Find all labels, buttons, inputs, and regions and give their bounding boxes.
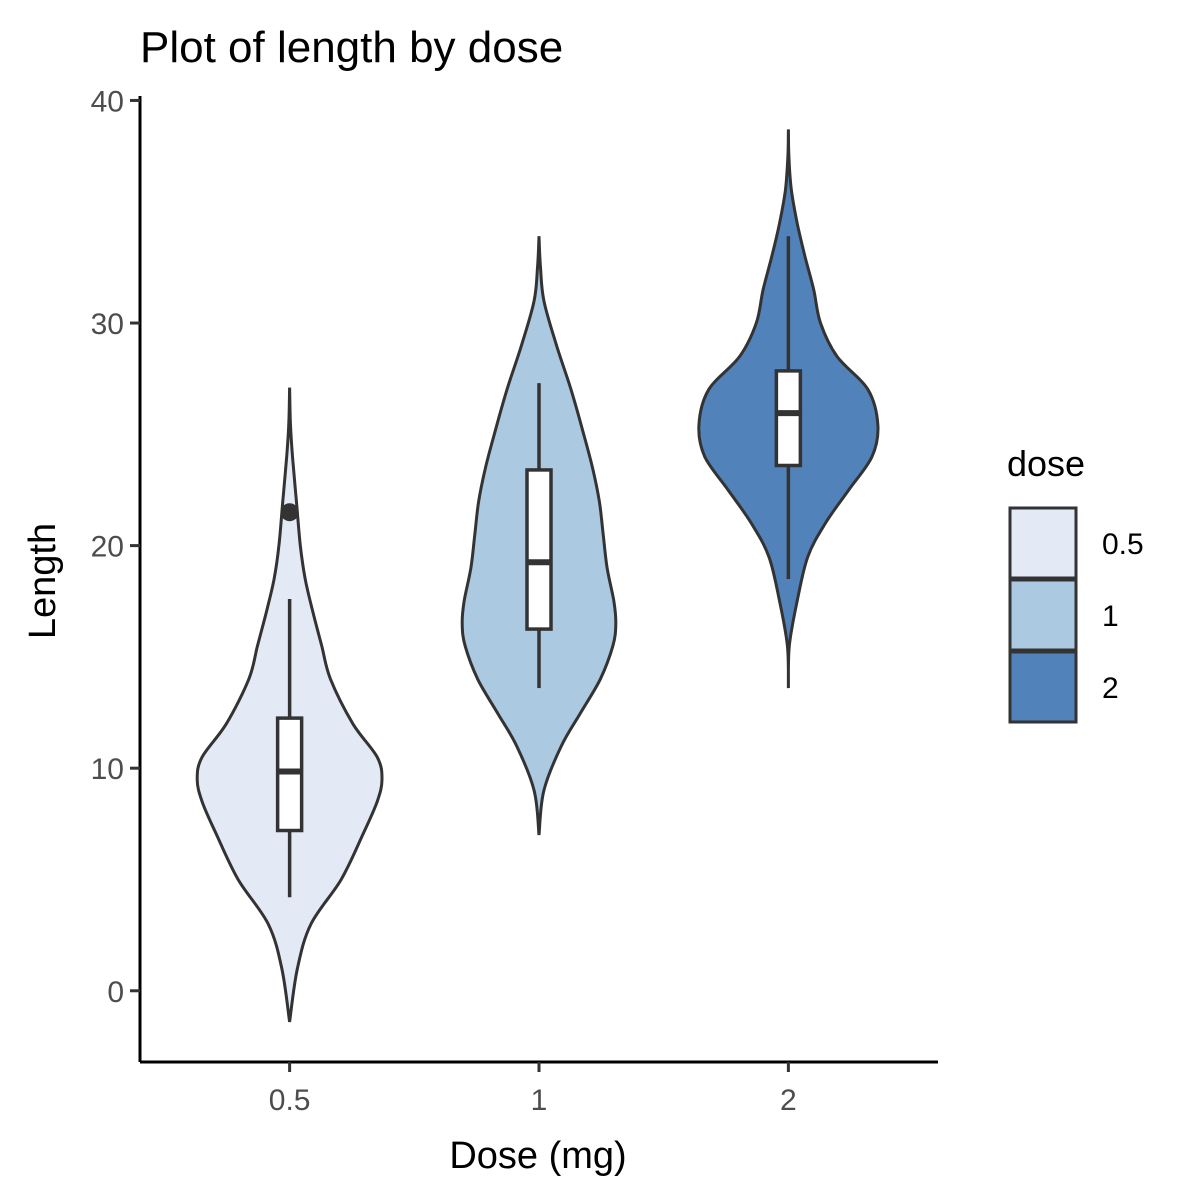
x-axis-title: Dose (mg) bbox=[449, 1135, 626, 1177]
legend-key-1 bbox=[1008, 578, 1078, 652]
legend: dose 0.5 1 2 bbox=[1007, 443, 1144, 724]
legend-title: dose bbox=[1007, 443, 1085, 484]
y-tick-label-10: 10 bbox=[91, 753, 124, 786]
outlier-point-0.5-0 bbox=[280, 503, 299, 522]
legend-label-1: 1 bbox=[1102, 600, 1119, 633]
x-tick-label-0.5: 0.5 bbox=[269, 1084, 311, 1117]
x-tick-label-2: 2 bbox=[780, 1084, 797, 1117]
box-1 bbox=[525, 468, 553, 631]
y-tick-label-20: 20 bbox=[91, 531, 124, 564]
plot-area bbox=[195, 129, 880, 1023]
legend-label-0.5: 0.5 bbox=[1102, 528, 1144, 561]
y-tick-label-0: 0 bbox=[107, 976, 124, 1009]
y-axis-title: Length bbox=[22, 523, 64, 639]
y-tick-label-40: 40 bbox=[91, 85, 124, 118]
y-tick-label-30: 30 bbox=[91, 308, 124, 341]
legend-label-2: 2 bbox=[1102, 672, 1119, 705]
axes: 0 10 20 30 40 0.5 1 2 bbox=[91, 85, 938, 1117]
box-2 bbox=[774, 369, 803, 468]
chart-title: Plot of length by dose bbox=[140, 23, 563, 72]
legend-key-2 bbox=[1008, 650, 1078, 724]
x-tick-label-1: 1 bbox=[531, 1084, 548, 1117]
legend-key-0.5 bbox=[1008, 506, 1078, 580]
